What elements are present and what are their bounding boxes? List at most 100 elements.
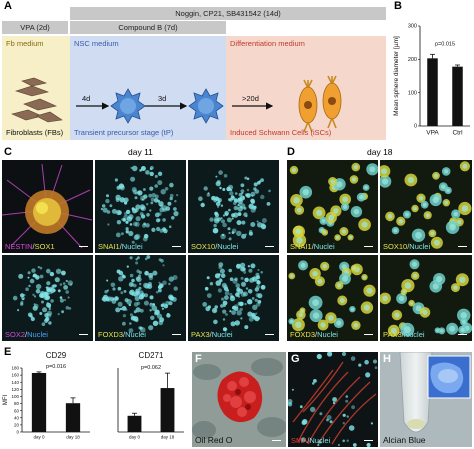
cell-nucleus <box>290 319 294 323</box>
y-tick-label: 120 <box>11 387 19 392</box>
nucleus-dot <box>244 302 247 306</box>
label-g-stain: Nuclei <box>309 436 331 445</box>
y-tick-label: 300 <box>408 24 417 30</box>
nucleus-dot <box>49 287 56 293</box>
cell-nucleus <box>317 278 323 284</box>
nucleus-dot <box>139 212 144 216</box>
y-tick-label: 100 <box>408 90 417 96</box>
nucleus-dot <box>148 275 154 281</box>
y-tick-label: 80 <box>14 401 20 406</box>
label-c5-sep: / <box>123 330 126 339</box>
nucleus-dot <box>163 304 169 309</box>
bar <box>452 66 463 126</box>
nucleus-dot <box>245 193 249 197</box>
nucleus-dot <box>245 287 249 290</box>
label-c2-sep: / <box>119 242 122 251</box>
nucleus-dot <box>143 293 149 298</box>
panel-f-stain-label: Oil Red O <box>195 435 233 445</box>
cell-nucleus <box>459 276 466 283</box>
nucleus-dot <box>32 275 35 278</box>
nucleus-dot <box>222 309 227 314</box>
y-tick-label: 200 <box>408 57 417 63</box>
nucleus-dot <box>332 401 336 405</box>
nucleus-dot <box>243 212 248 217</box>
nucleus-dot <box>21 296 25 300</box>
nucleus-dot <box>154 184 158 188</box>
cell-nucleus <box>462 320 466 324</box>
nucleus-dot <box>246 188 250 192</box>
cell-nucleus <box>415 231 422 239</box>
nucleus-dot <box>211 307 218 314</box>
cell-nucleus <box>302 189 309 196</box>
nucleus-dot <box>115 232 121 238</box>
cell-nucleus <box>290 274 294 278</box>
nucleus-dot <box>252 304 258 310</box>
nucleus-dot <box>122 321 126 326</box>
nucleus-dot <box>140 207 145 211</box>
nucleus-dot <box>213 223 217 228</box>
nucleus-dot <box>158 288 162 293</box>
nucleus-dot <box>142 236 148 242</box>
cell-nucleus <box>300 262 306 268</box>
schwann-cells-illustration <box>232 75 342 133</box>
label-d1-stain: Nuclei <box>313 242 335 251</box>
nucleus-dot <box>156 313 163 319</box>
cell-nucleus <box>422 309 428 315</box>
label-c3-stain: Nuclei <box>217 242 239 251</box>
nucleus-dot <box>154 212 160 218</box>
cell-nucleus <box>312 299 319 306</box>
nucleus-dot <box>229 310 232 313</box>
nucleus-dot <box>12 295 18 301</box>
nucleus-dot <box>228 231 231 235</box>
nucleus-dot <box>224 295 229 300</box>
nucleus-dot <box>238 197 243 202</box>
label-c2-stain: Nuclei <box>121 242 143 251</box>
label-d3-stain: Nuclei <box>317 330 338 339</box>
nucleus-dot <box>59 298 64 303</box>
nucleus-dot <box>144 270 149 276</box>
nucleus-dot <box>49 271 55 277</box>
nucleus-dot <box>229 295 233 298</box>
nucleus-dot <box>50 299 54 303</box>
cell-nucleus <box>398 295 405 302</box>
nucleus-dot <box>61 270 66 276</box>
nucleus-dot <box>214 218 220 224</box>
nucleus-dot <box>125 209 131 215</box>
nucleus-dot <box>162 264 165 267</box>
cell-nucleus <box>413 206 417 211</box>
nucleus-dot <box>206 293 212 298</box>
nucleus-dot <box>237 203 240 207</box>
nucleus-dot <box>159 207 165 213</box>
cell-nucleus <box>440 329 444 333</box>
cell-nucleus <box>432 196 439 204</box>
nucleus-dot <box>231 231 235 234</box>
micrograph-c-sox10: SOX10/Nuclei <box>188 160 279 253</box>
cell-nucleus <box>339 298 345 303</box>
nucleus-dot <box>65 306 70 310</box>
nucleus-dot <box>346 439 349 442</box>
nucleus-dot <box>33 303 36 306</box>
nucleus-dot <box>41 300 44 304</box>
nucleus-dot <box>28 284 31 288</box>
nucleus-dot <box>157 199 160 203</box>
nucleus-dot <box>228 208 231 212</box>
nucleus-dot <box>161 307 164 310</box>
scale-bar <box>458 245 467 247</box>
nucleus-dot <box>227 227 231 231</box>
nucleus-dot <box>370 422 373 425</box>
nucleus-dot <box>232 278 238 284</box>
nucleus-dot <box>134 221 140 227</box>
cell-nucleus <box>402 290 406 294</box>
nucleus-dot <box>217 288 222 293</box>
nucleus-dot <box>243 270 247 274</box>
stage-isc-label: Induced Schwann Cells (iSCs) <box>230 128 332 137</box>
cell-nucleus <box>449 224 456 231</box>
scale-bar <box>265 245 274 247</box>
nucleus-dot <box>150 197 155 202</box>
panel-g-letter: G <box>291 353 300 365</box>
nucleus-dot <box>174 200 177 203</box>
cell-nucleus <box>336 181 343 188</box>
cell-nucleus <box>462 163 468 169</box>
nucleus-dot <box>310 406 316 413</box>
nucleus-dot <box>176 194 179 197</box>
